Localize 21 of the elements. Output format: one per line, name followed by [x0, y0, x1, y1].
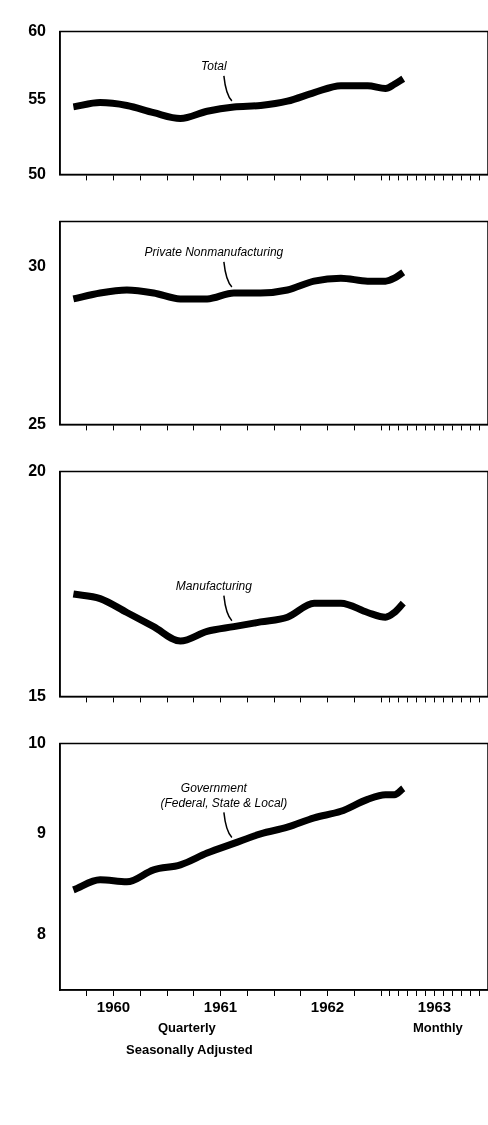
text: Private Nonmanufacturing [144, 245, 284, 260]
x-tick-label: 1960 [96, 998, 131, 1016]
y-tick-label: 20 [28, 462, 47, 480]
x-tick-label: 1962 [310, 998, 345, 1016]
series-label: Government (Federal, State & Local) [160, 780, 288, 810]
text: Quarterly [158, 1020, 216, 1035]
y-tick-label: 8 [37, 925, 47, 943]
x-tick-label: 1961 [203, 998, 238, 1016]
y-tick-label: 55 [28, 90, 47, 108]
y-tick-label: 9 [37, 824, 47, 842]
y-tick-label: 15 [28, 686, 47, 704]
y-tick-label: 60 [28, 22, 47, 40]
y-tick-label: 30 [28, 256, 47, 274]
x-tick-label: 1963 [417, 998, 452, 1016]
y-tick-label: 50 [28, 164, 47, 182]
text: Manufacturing [175, 579, 253, 594]
text: Monthly [413, 1020, 463, 1035]
y-tick-label: 25 [28, 414, 47, 432]
text: Seasonally Adjusted [126, 1042, 253, 1057]
text: Total [201, 59, 227, 74]
y-tick-label: 10 [28, 734, 47, 752]
